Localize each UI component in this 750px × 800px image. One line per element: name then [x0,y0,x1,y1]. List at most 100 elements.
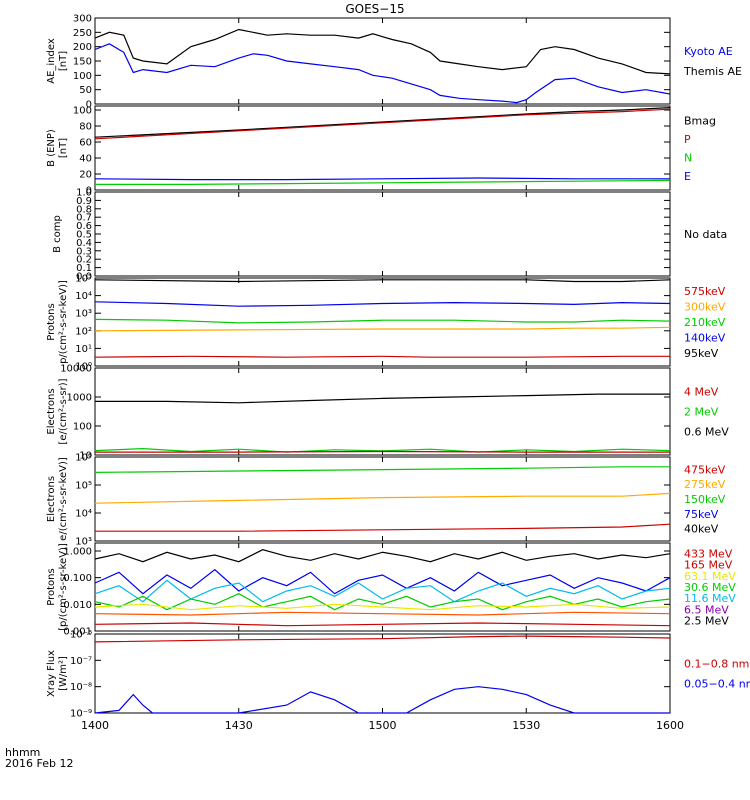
series-electrons_kev-0 [94,466,670,473]
y-tick-label: 10⁵ [75,481,92,492]
y-tick-label: 10³ [75,537,92,548]
panel-protons_low: 10⁰ 10¹ 10² 10³ 10⁴ 10⁵ Protons p/(cm²-s-sr-keV… [46,274,726,373]
y-tick-label: 100 [73,422,92,433]
y-tick-label: 80 [79,122,92,133]
y-tick-label: 10⁻⁹ [70,709,92,720]
x-tick-label: 1600 [656,719,684,732]
panel-xray: 10⁻⁹ 10⁻⁸ 10⁻⁷ 10⁻⁶ 1400 1430 1500 1530 1600 Xray… [46,630,750,733]
y-tick-label: 10⁶ [75,453,92,464]
y-tick-label: 10⁰ [75,362,92,373]
panel-bcomp: 0.00.10.20.30.40.50.60.70.80.91.0 B comp N… [52,188,727,283]
series-xray-1 [94,686,670,714]
legend-item: 63.1 MeV [684,570,736,583]
time-axis-label: hhmm [5,746,40,759]
y-axis-label: AE_index [46,38,57,84]
chart-title: GOES−15 [345,2,404,16]
y-tick-label: 0.9 [76,196,92,207]
y-tick-label: 300 [73,14,92,25]
y-axis-label: [W/m²] [58,656,69,691]
y-tick-label: 0.5 [76,230,92,241]
legend-item: 300keV [684,300,726,313]
series-electrons_kev-1 [94,492,671,504]
legend-item: 0.05−0.4 nm [684,678,750,691]
y-tick-label: 50 [79,85,92,96]
y-tick-label: 1.000 [63,547,92,558]
y-tick-label: 0 [86,100,92,111]
series-protons_low-2 [94,318,671,324]
y-tick-label: 200 [73,42,92,53]
y-tick-label: 0.001 [63,627,92,638]
y-tick-label: 0 [86,186,92,197]
x-tick-label: 1500 [369,719,397,732]
series-protons_high-5 [94,611,671,616]
y-tick-label: 250 [73,28,92,39]
y-tick-label: 10⁻⁸ [70,682,92,693]
series-protons_high-1 [94,568,671,595]
plot-frame [94,105,671,191]
legend-item: P [684,133,691,146]
legend-item: 95keV [684,347,719,360]
y-tick-label: 10⁴ [75,291,92,302]
legend-item: 2 MeV [684,406,719,419]
legend-item: 4 MeV [684,386,719,399]
series-protons_low-0 [94,279,671,283]
legend-item: 40keV [684,523,719,536]
x-tick-label: 1430 [225,719,253,732]
legend-item: 150keV [684,493,726,506]
y-tick-label: 0.4 [76,238,92,249]
y-tick-label: 60 [79,138,92,149]
legend-item: 6.5 MeV [684,603,729,616]
plot-frame [94,191,671,277]
panel-protons_high: 0.001 0.010 0.100 1.000 Protons [p/(cm²-s-sr-… [46,542,736,638]
series-protons_low-1 [94,301,671,307]
y-axis-label: B (ENP) [46,129,57,167]
y-tick-label: 0.3 [76,246,92,257]
y-axis-label: Xray Flux [46,650,57,697]
series-xray-0 [94,635,671,643]
y-tick-label: 0.2 [76,255,92,266]
plot-frame [94,367,671,456]
y-tick-label: 0.010 [63,600,92,611]
y-tick-label: 10⁻⁶ [70,630,92,641]
x-tick-label: 1530 [512,719,540,732]
series-electrons_kev-2 [95,523,671,532]
y-tick-label: 100 [73,71,92,82]
legend-item: 0.6 MeV [684,426,729,439]
legend-item: 30.6 MeV [684,581,736,594]
y-tick-label: 20 [79,170,92,181]
series-bfield-0 [94,107,671,138]
legend-item: 140keV [684,332,726,345]
y-tick-label: 40 [79,154,92,165]
legend-item: 0.1−0.8 nm [684,658,749,671]
y-tick-label: 0.6 [76,221,92,232]
y-tick-label: 10⁻⁷ [70,656,92,667]
series-bfield-1 [94,108,671,140]
plot-frame [94,17,671,105]
y-tick-label: 0.0 [76,272,92,283]
series-ae-1 [94,43,671,104]
legend-item: 575keV [684,285,726,298]
y-tick-label: 10² [75,326,92,337]
y-axis-label: p/(cm²-s-sr-keV)] [58,280,69,364]
legend-item: 11.6 MeV [684,592,736,605]
y-axis-label: [nT] [58,138,69,158]
y-tick-label: 0.7 [76,213,92,224]
date-label: 2016 Feb 12 [5,757,73,770]
y-tick-label: 10000 [60,364,92,375]
y-axis-label: B comp [52,215,63,253]
y-tick-label: 10³ [75,309,92,320]
legend-item: N [684,151,692,164]
panel-electrons_kev: 10³ 10⁴ 10⁵ 10⁶ Electrons e/(cm²-s-sr-keV)] 47… [46,453,726,548]
y-axis-label: [p/(cm²-s-sr-keV)] [58,543,69,631]
legend-item: Themis AE [683,65,742,78]
y-tick-label: 0.1 [76,263,92,274]
y-tick-label: 10⁵ [75,274,92,285]
y-tick-label: 150 [73,57,92,68]
series-electrons_mev-2 [95,450,670,453]
series-protons_high-4 [94,603,671,611]
series-protons_high-6 [94,622,671,627]
series-bfield-2 [94,177,670,181]
y-axis-label: Protons [46,303,57,340]
